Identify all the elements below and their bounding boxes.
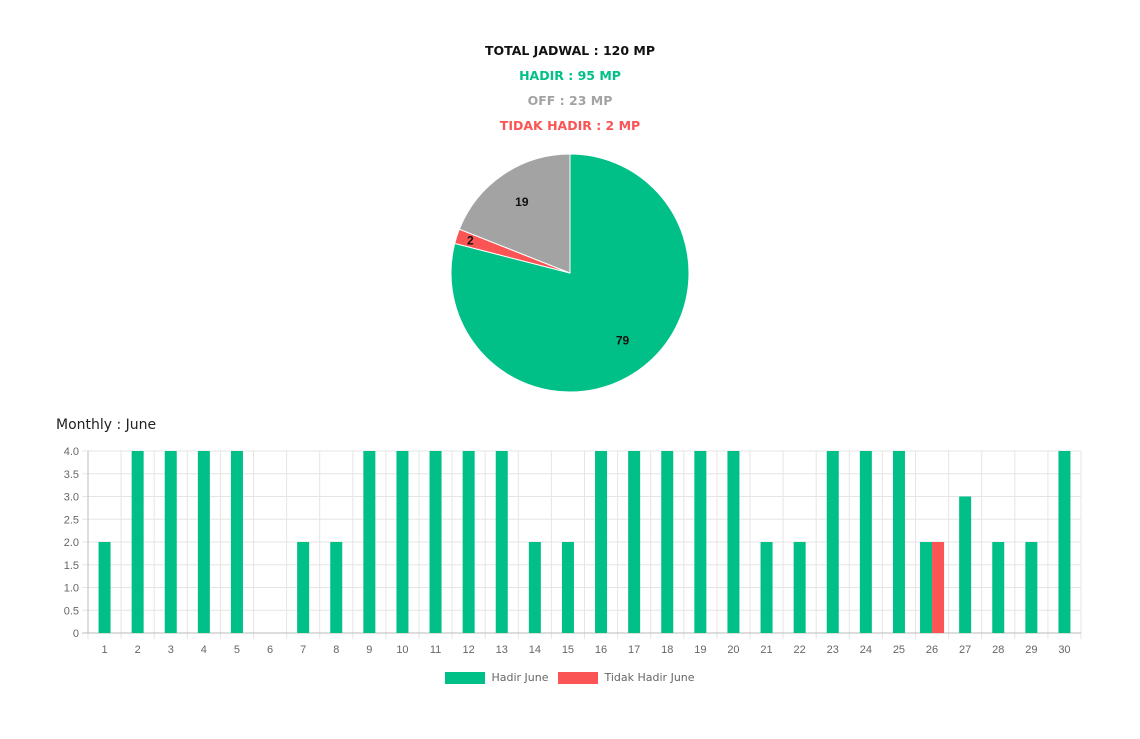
x-tick-label: 24 (860, 644, 872, 656)
bar-hadir-20[interactable] (727, 451, 740, 633)
x-tick-label: 15 (562, 644, 574, 656)
bar-hadir-7[interactable] (297, 542, 310, 633)
legend-label-hadir: Hadir June (491, 671, 549, 684)
y-tick-label: 1.5 (64, 560, 79, 572)
pie-label-tidak-hadir: 2 (467, 234, 474, 248)
bar-hadir-21[interactable] (760, 542, 773, 633)
bar-hadir-16[interactable] (595, 451, 608, 633)
x-tick-label: 14 (529, 644, 541, 656)
bar-hadir-30[interactable] (1058, 451, 1071, 633)
legend-item-tidak-hadir[interactable]: Tidak Hadir June (558, 671, 695, 684)
x-tick-label: 30 (1058, 644, 1070, 656)
attendance-pie-chart: 79 2 19 (450, 153, 690, 393)
bar-chart-legend: Hadir June Tidak Hadir June (0, 671, 1140, 684)
x-tick-label: 29 (1025, 644, 1037, 656)
bar-hadir-18[interactable] (661, 451, 674, 633)
y-tick-label: 3.5 (64, 469, 79, 481)
x-tick-label: 18 (661, 644, 673, 656)
bar-hadir-4[interactable] (197, 451, 210, 633)
y-tick-label: 2.0 (64, 537, 79, 549)
legend-item-hadir[interactable]: Hadir June (445, 671, 548, 684)
y-tick-label: 0 (73, 628, 79, 640)
x-tick-label: 8 (333, 644, 339, 656)
x-tick-label: 25 (893, 644, 905, 656)
bar-hadir-22[interactable] (793, 542, 806, 633)
pie-slice-off[interactable] (458, 153, 571, 274)
x-tick-label: 10 (396, 644, 408, 656)
x-tick-label: 19 (694, 644, 706, 656)
bar-hadir-28[interactable] (992, 542, 1005, 633)
bar-hadir-24[interactable] (859, 451, 872, 633)
x-tick-label: 5 (234, 644, 240, 656)
bar-hadir-3[interactable] (164, 451, 177, 633)
bar-hadir-26[interactable] (920, 542, 933, 633)
bar-hadir-2[interactable] (131, 451, 144, 633)
bar-hadir-17[interactable] (628, 451, 641, 633)
x-tick-label: 2 (135, 644, 141, 656)
tidak-hadir-label: TIDAK HADIR : 2 MP (499, 118, 641, 133)
bar-hadir-8[interactable] (330, 542, 343, 633)
bar-hadir-9[interactable] (363, 451, 376, 633)
x-tick-label: 28 (992, 644, 1004, 656)
bar-hadir-27[interactable] (959, 496, 972, 634)
x-tick-label: 12 (463, 644, 475, 656)
bar-hadir-25[interactable] (892, 451, 905, 633)
pie-label-hadir: 79 (616, 334, 630, 348)
bar-hadir-10[interactable] (396, 451, 409, 633)
legend-swatch-hadir (445, 671, 486, 684)
legend-swatch-tidak-hadir (558, 671, 599, 684)
pie-label-off: 19 (515, 195, 529, 209)
x-tick-label: 20 (727, 644, 739, 656)
x-tick-label: 4 (201, 644, 207, 656)
y-tick-label: 4.0 (64, 446, 79, 458)
bar-hadir-13[interactable] (495, 451, 508, 633)
x-tick-label: 3 (168, 644, 174, 656)
legend-label-tidak-hadir: Tidak Hadir June (604, 671, 695, 684)
x-tick-label: 6 (267, 644, 273, 656)
x-tick-label: 11 (430, 644, 441, 656)
x-tick-label: 9 (366, 644, 372, 656)
bar-hadir-11[interactable] (429, 451, 442, 633)
y-tick-label: 1.0 (64, 583, 79, 595)
hadir-label: HADIR : 95 MP (519, 68, 621, 83)
x-tick-label: 1 (101, 644, 107, 656)
x-tick-label: 7 (300, 644, 306, 656)
bar-hadir-23[interactable] (826, 451, 839, 633)
bar-hadir-1[interactable] (98, 542, 111, 633)
x-tick-label: 27 (959, 644, 971, 656)
bar-hadir-14[interactable] (528, 542, 541, 633)
x-tick-label: 22 (794, 644, 806, 656)
x-tick-label: 21 (760, 644, 772, 656)
total-jadwal-label: TOTAL JADWAL : 120 MP (484, 43, 655, 58)
y-tick-label: 3.0 (64, 492, 79, 504)
x-tick-label: 16 (595, 644, 607, 656)
bar-tidak-hadir-26[interactable] (932, 542, 945, 633)
bar-hadir-12[interactable] (462, 451, 475, 633)
x-tick-label: 13 (496, 644, 508, 656)
bar-hadir-15[interactable] (561, 542, 574, 633)
monthly-title: Monthly : June (56, 417, 157, 433)
off-label: OFF : 23 MP (527, 93, 613, 108)
x-tick-label: 26 (926, 644, 938, 656)
x-tick-label: 17 (628, 644, 640, 656)
bar-hadir-19[interactable] (694, 451, 707, 633)
bar-hadir-5[interactable] (230, 451, 243, 633)
y-tick-label: 2.5 (64, 514, 79, 526)
x-tick-label: 23 (827, 644, 839, 656)
bar-hadir-29[interactable] (1025, 542, 1038, 633)
y-tick-label: 0.5 (64, 605, 79, 617)
